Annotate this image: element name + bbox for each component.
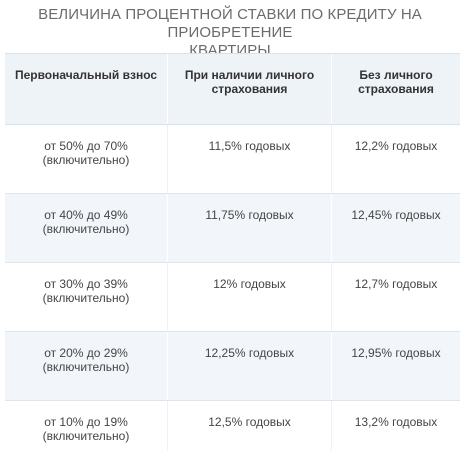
rate-without-insurance: 12,45% годовых: [351, 208, 441, 222]
down-payment-range: от 50% до 70%: [44, 139, 128, 153]
header-with-insurance: При наличии личного страхования: [168, 54, 332, 124]
down-payment-cell: от 50% до 70% (включительно): [5, 125, 168, 193]
rate-without-insurance: 12,2% годовых: [354, 139, 438, 153]
rate-without-insurance: 12,7% годовых: [354, 277, 438, 291]
down-payment-note: (включительно): [42, 360, 130, 374]
rate-with-insurance: 11,75% годовых: [168, 194, 332, 262]
header-without-insurance-line-2: страхования: [358, 82, 434, 96]
header-down-payment-label: Первоначальный взнос: [14, 68, 158, 82]
down-payment-cell: от 20% до 29% (включительно): [5, 332, 168, 400]
down-payment-cell: от 40% до 49% (включительно): [5, 194, 168, 262]
down-payment-note: (включительно): [42, 429, 130, 443]
down-payment-cell: от 10% до 19% (включительно): [5, 401, 168, 451]
down-payment-range: от 20% до 29%: [44, 346, 128, 360]
page-title-line-1: ВЕЛИЧИНА ПРОЦЕНТНОЙ СТАВКИ ПО КРЕДИТУ НА…: [38, 6, 422, 41]
down-payment-range: от 30% до 39%: [44, 277, 128, 291]
rate-with-insurance: 12% годовых: [168, 263, 332, 331]
rate-without-insurance: 13,2% годовых: [354, 415, 438, 429]
down-payment-cell: от 30% до 39% (включительно): [5, 263, 168, 331]
down-payment-range: от 10% до 19%: [44, 415, 128, 429]
table-row: от 30% до 39% (включительно) 12% годовых…: [5, 263, 460, 332]
header-without-insurance-line-1: Без личного: [359, 68, 433, 82]
table-row: от 10% до 19% (включительно) 12,5% годов…: [5, 401, 460, 451]
table-header-row: Первоначальный взнос При наличии личного…: [5, 54, 460, 125]
header-with-insurance-line-1: При наличии личного: [184, 68, 315, 82]
down-payment-note: (включительно): [42, 222, 130, 236]
table-row: от 50% до 70% (включительно) 11,5% годов…: [5, 125, 460, 194]
rate-table: Первоначальный взнос При наличии личного…: [5, 53, 460, 451]
page-title: ВЕЛИЧИНА ПРОЦЕНТНОЙ СТАВКИ ПО КРЕДИТУ НА…: [0, 0, 460, 60]
down-payment-note: (включительно): [42, 291, 130, 305]
rate-without-insurance: 12,95% годовых: [351, 346, 441, 360]
header-down-payment: Первоначальный взнос: [5, 54, 168, 124]
table-row: от 40% до 49% (включительно) 11,75% годо…: [5, 194, 460, 263]
rate-with-insurance: 12,25% годовых: [168, 332, 332, 400]
header-without-insurance: Без личного страхования: [332, 54, 460, 124]
rate-with-insurance: 12,5% годовых: [168, 401, 332, 451]
table-row: от 20% до 29% (включительно) 12,25% годо…: [5, 332, 460, 401]
header-with-insurance-line-2: страхования: [211, 82, 288, 96]
down-payment-range: от 40% до 49%: [44, 208, 128, 222]
rate-with-insurance: 11,5% годовых: [168, 125, 332, 193]
down-payment-note: (включительно): [42, 153, 130, 167]
